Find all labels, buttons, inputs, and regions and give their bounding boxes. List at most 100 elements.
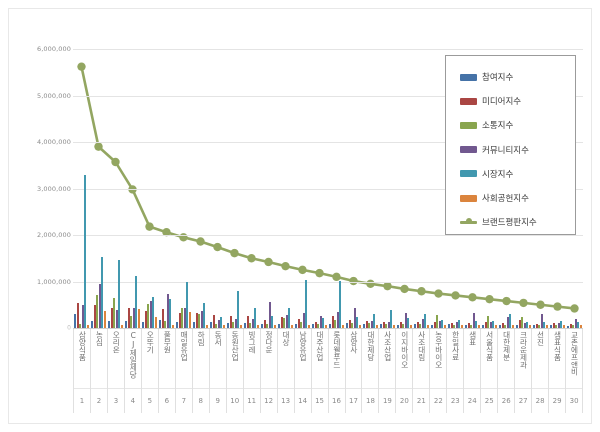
x-axis-category-label: 교촌에프앤비 bbox=[566, 329, 583, 389]
bar bbox=[487, 315, 490, 328]
bar bbox=[546, 325, 548, 328]
x-axis-category-label: 대주산업 bbox=[311, 329, 328, 389]
bar bbox=[268, 301, 271, 328]
legend-item-3[interactable]: 소통지수 bbox=[460, 113, 575, 137]
x-axis-cell: 대상 13 bbox=[277, 329, 295, 413]
bar-group bbox=[141, 49, 158, 328]
legend-item-label: 소통지수 bbox=[482, 121, 514, 132]
bar bbox=[359, 325, 361, 328]
x-axis-category-label: 농우바이오 bbox=[430, 329, 447, 389]
bar-group bbox=[362, 49, 379, 328]
line-data-point bbox=[332, 272, 341, 282]
brand-reputation-line-series bbox=[77, 62, 579, 313]
line-data-point bbox=[451, 291, 460, 300]
bar bbox=[257, 325, 259, 328]
bar bbox=[223, 325, 225, 328]
legend-item-4[interactable]: 커뮤니티지수 bbox=[460, 138, 575, 162]
bar bbox=[232, 321, 235, 328]
bar bbox=[274, 325, 276, 328]
bar bbox=[305, 280, 308, 328]
bar bbox=[402, 324, 405, 328]
bar bbox=[397, 324, 399, 328]
bar bbox=[523, 323, 526, 328]
bar bbox=[569, 323, 572, 328]
bar bbox=[115, 309, 118, 328]
bar bbox=[87, 325, 89, 328]
bar bbox=[132, 308, 135, 328]
chart-container: 0 1,000,000 2,000,000 3,000,000 4,000,000 5,0… bbox=[8, 8, 592, 424]
bar bbox=[308, 325, 310, 328]
x-axis-rank-label: 9 bbox=[215, 396, 220, 405]
bar bbox=[504, 324, 507, 328]
legend-item-6[interactable]: 사회공헌지수 bbox=[460, 186, 575, 210]
bar-group bbox=[277, 49, 294, 328]
legend-item-7[interactable]: 브랜드평판지수 bbox=[460, 210, 575, 234]
bar bbox=[424, 314, 427, 328]
legend-item-5[interactable]: 시장지수 bbox=[460, 162, 575, 186]
x-axis-category-label: 샘표 bbox=[464, 329, 481, 389]
gridline bbox=[73, 188, 583, 190]
x-axis-rank-label: 11 bbox=[247, 396, 257, 405]
bar bbox=[142, 321, 144, 328]
x-axis-cell: 매일유업 7 bbox=[175, 329, 193, 413]
line-data-point bbox=[417, 287, 426, 296]
bar-group bbox=[396, 49, 413, 328]
bar bbox=[495, 325, 497, 328]
legend-item-2[interactable]: 미디어지수 bbox=[460, 89, 575, 113]
bar-group bbox=[226, 49, 243, 328]
bar-group bbox=[515, 49, 532, 328]
x-axis-rank-label: 8 bbox=[198, 396, 203, 405]
bar-group bbox=[328, 49, 345, 328]
bar bbox=[492, 321, 495, 328]
bar bbox=[421, 318, 424, 328]
bar bbox=[312, 324, 314, 328]
bar bbox=[353, 308, 356, 328]
x-axis-rank-label: 28 bbox=[535, 396, 545, 405]
bar bbox=[135, 275, 138, 328]
x-axis-cell: 하림 8 bbox=[192, 329, 210, 413]
x-axis-cell: 한일사료 23 bbox=[447, 329, 465, 413]
bar bbox=[387, 321, 390, 328]
bar bbox=[516, 325, 518, 328]
x-axis-cell: 이지바이오 20 bbox=[396, 329, 414, 413]
bar-group bbox=[209, 49, 226, 328]
bar bbox=[254, 308, 257, 328]
bar-group bbox=[311, 49, 328, 328]
x-axis-baseline bbox=[73, 328, 583, 329]
x-axis-cell: 동서 9 bbox=[209, 329, 227, 413]
x-axis-cell: 크라운제과 27 bbox=[515, 329, 533, 413]
x-axis-rank-label: 17 bbox=[349, 396, 358, 405]
bar bbox=[113, 298, 116, 328]
bar bbox=[295, 323, 297, 328]
bar bbox=[322, 318, 325, 328]
bar bbox=[152, 297, 155, 328]
line-data-point bbox=[536, 300, 545, 309]
y-axis-tick-label: 0 bbox=[67, 324, 71, 332]
bar bbox=[521, 316, 524, 328]
bar bbox=[414, 324, 416, 328]
x-axis-category-label: 풀무원 bbox=[158, 329, 175, 389]
bar bbox=[104, 311, 106, 328]
x-axis-category-label: 삼양사 bbox=[345, 329, 362, 389]
x-axis-rank-label: 27 bbox=[518, 396, 528, 405]
x-axis-rank-label: 20 bbox=[399, 396, 409, 405]
x-axis-rank-label: 29 bbox=[552, 396, 562, 405]
plot-area bbox=[73, 49, 583, 328]
x-axis-category-label: 롯데웰푸드 bbox=[328, 329, 345, 389]
bar bbox=[74, 313, 76, 328]
bar bbox=[365, 321, 368, 328]
legend-item-1[interactable]: 참여지수 bbox=[460, 65, 575, 89]
bar bbox=[229, 315, 232, 328]
bar bbox=[526, 321, 529, 328]
x-axis-category-label: 오리온 bbox=[107, 329, 124, 389]
x-axis-category-label: 사조산업 bbox=[379, 329, 396, 389]
y-axis-tick-label: 6,000,000 bbox=[37, 45, 71, 53]
bar bbox=[317, 324, 320, 328]
x-axis-category-label: 대한제분 bbox=[498, 329, 515, 389]
line-data-point bbox=[519, 298, 528, 308]
x-axis-cell: 대한제분 26 bbox=[498, 329, 516, 413]
legend-swatch-icon bbox=[460, 218, 477, 225]
x-axis-rank-label: 2 bbox=[96, 396, 102, 405]
x-axis-cell: 농심 2 bbox=[90, 329, 108, 413]
x-axis-rank-label: 19 bbox=[382, 396, 392, 405]
